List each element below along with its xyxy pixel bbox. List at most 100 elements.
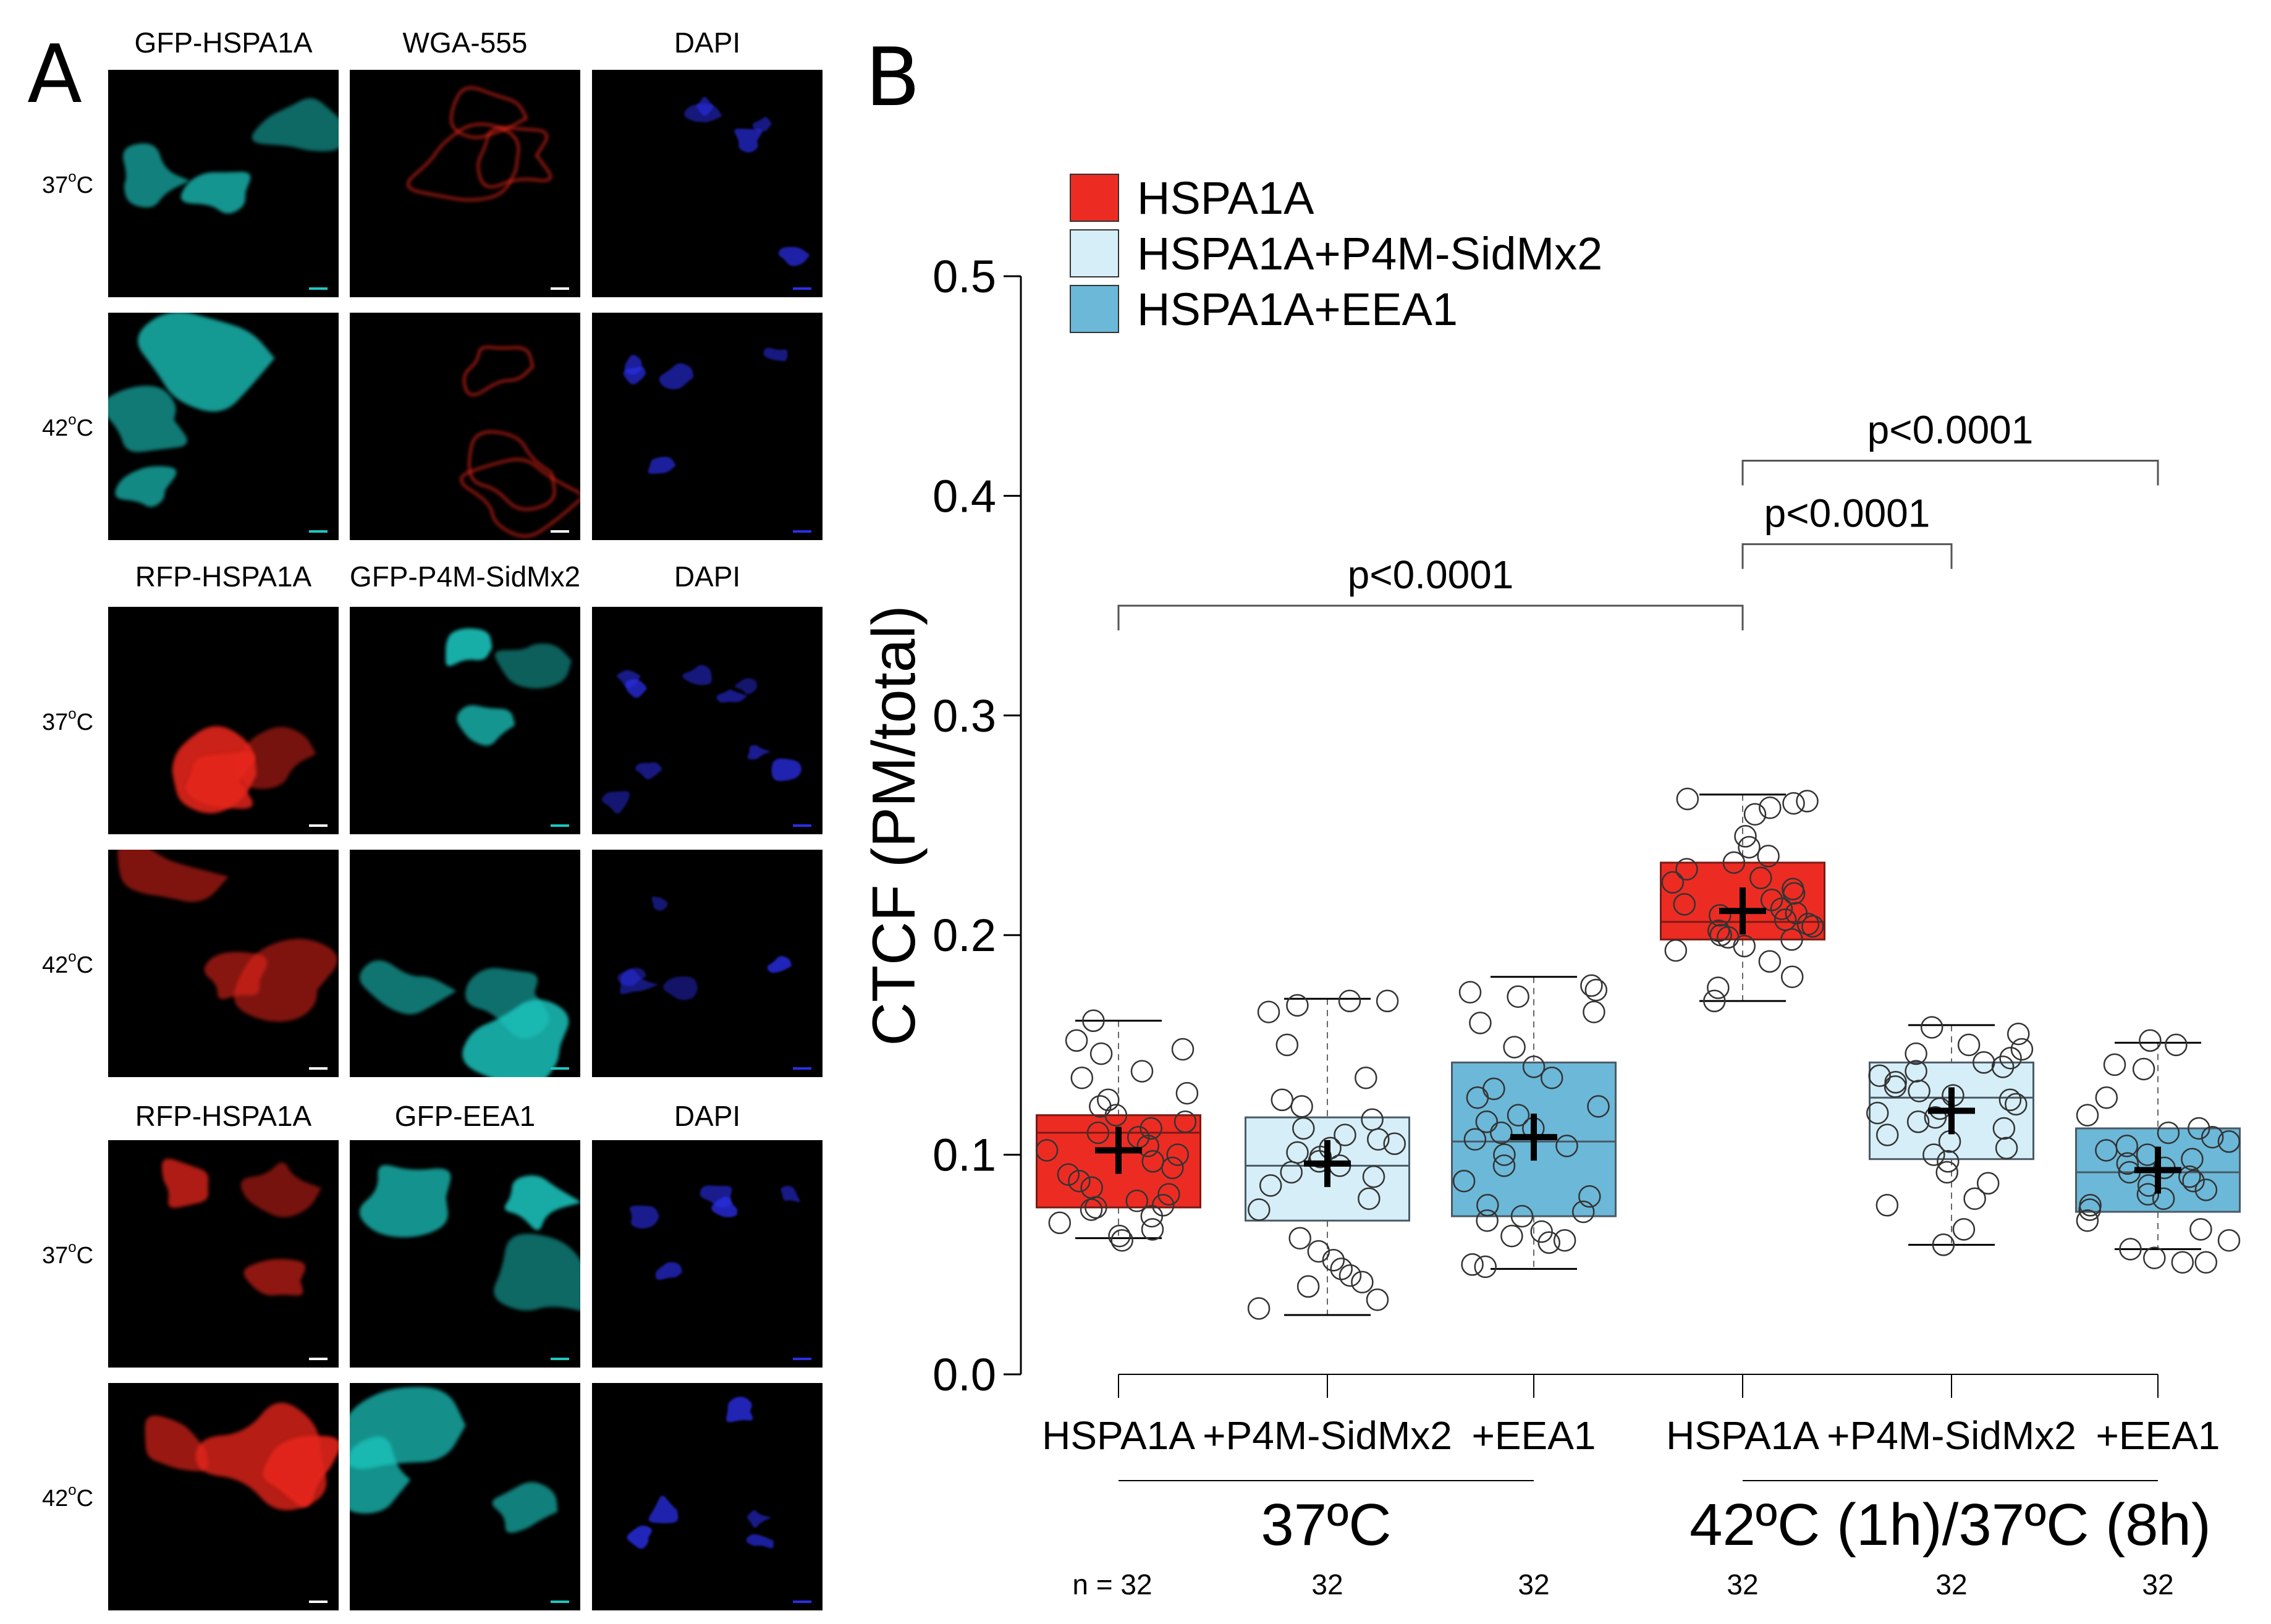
data-point [1703, 989, 1726, 1013]
scale-bar [793, 1358, 811, 1360]
data-point [1351, 1271, 1374, 1293]
data-point [1338, 989, 1361, 1013]
scale-bar [551, 1067, 569, 1070]
micrograph-image [108, 1383, 339, 1610]
sample-size-label: 32 [1311, 1568, 1343, 1601]
data-point [1469, 1012, 1492, 1034]
data-point [1474, 1255, 1497, 1279]
scale-bar [551, 824, 569, 827]
micrograph-panel: GFP-HSPA1A WGA-555 DAPI 37oC 42oC RFP-HSPA1A G… [0, 0, 840, 1624]
data-point [1584, 978, 1608, 1002]
data-point [1553, 1229, 1576, 1252]
data-point [1174, 1110, 1197, 1133]
temperature-unit: C [76, 709, 94, 735]
data-point [1166, 1143, 1190, 1166]
data-point [1292, 1117, 1315, 1140]
sample-size-label: 32 [1935, 1568, 1967, 1601]
y-axis-label: CTCF (PM/total) [860, 605, 928, 1046]
data-point [2076, 1104, 2099, 1127]
data-point [1175, 1081, 1199, 1105]
x-category-label: +P4M-SidMx2 [1827, 1413, 2076, 1458]
data-point [1780, 928, 1803, 951]
temperature-label: 37oC [42, 706, 94, 735]
data-point [2005, 1093, 2028, 1116]
column-label: GFP-EEA1 [394, 1100, 536, 1132]
micrograph-image [592, 1140, 823, 1368]
data-point [1048, 1211, 1072, 1235]
data-point [2189, 1218, 2212, 1241]
scale-bar [551, 287, 569, 290]
x-category-label: +EEA1 [2095, 1413, 2220, 1458]
data-point [1288, 1227, 1311, 1250]
micrograph-image [592, 850, 823, 1077]
legend-swatch [1070, 174, 1119, 222]
data-point [1976, 1172, 2000, 1195]
data-point [1068, 1169, 1091, 1193]
data-point [1780, 965, 1804, 988]
data-point [1108, 1224, 1131, 1248]
ctcf-box-chart: 0.0 0.1 0.2 0.3 0.4 0.5 CTCF (PM/total) HSPA1A +… [840, 0, 2271, 1624]
scale-bar [309, 824, 328, 827]
data-point [2136, 1183, 2160, 1206]
temperature-label: 37oC [42, 169, 93, 198]
scale-bar [793, 530, 811, 533]
data-point [1080, 1198, 1103, 1221]
data-point [1358, 1187, 1381, 1210]
temperature-label: 42oC [42, 950, 94, 978]
significance-label: p<0.0001 [1764, 491, 1931, 536]
column-label: GFP-P4M-SidMx2 [349, 560, 581, 593]
data-point [1578, 1185, 1601, 1208]
data-point [2143, 1246, 2166, 1269]
data-point [1334, 1123, 1356, 1146]
data-point [1757, 845, 1780, 868]
data-point [1280, 1161, 1303, 1184]
degree-mark: o [68, 706, 77, 722]
data-point [1452, 1169, 1476, 1193]
scale-bar [551, 530, 569, 533]
y-tick-label: 0.2 [933, 910, 996, 961]
temperature-unit: C [76, 952, 94, 978]
significance-bracket [1741, 460, 2159, 486]
condition-group-label: 37ºC [1261, 1492, 1391, 1558]
data-point [1905, 1042, 1927, 1065]
data-point [1782, 882, 1806, 905]
column-label: DAPI [674, 1100, 741, 1132]
data-point [1973, 1051, 1995, 1074]
data-point [1330, 1258, 1353, 1280]
data-point [1759, 796, 1782, 819]
data-point [1580, 974, 1603, 997]
significance-label: p<0.0001 [1867, 408, 2034, 452]
data-point [1466, 1086, 1489, 1109]
data-point [1707, 976, 1730, 999]
data-point [2171, 1251, 2194, 1274]
data-point [1992, 1117, 2016, 1140]
data-point [1362, 1165, 1385, 1188]
data-point [1104, 1104, 1128, 1127]
degree-mark: o [68, 169, 77, 185]
data-point [1758, 950, 1782, 973]
significance-label: p<0.0001 [1348, 552, 1514, 597]
significance-bracket [1741, 543, 1953, 569]
data-point [2201, 1125, 2224, 1149]
sample-size-label: 32 [1518, 1568, 1549, 1601]
micrograph-image [350, 70, 580, 297]
data-point [2076, 1209, 2099, 1232]
data-point [1157, 1183, 1180, 1206]
data-point [1296, 1275, 1320, 1298]
data-point [1376, 989, 1399, 1013]
data-point [1952, 1218, 1976, 1241]
data-point [1998, 1088, 2022, 1112]
data-point [2007, 1022, 2030, 1046]
micrograph-image [350, 850, 580, 1077]
data-point [1366, 1288, 1389, 1311]
data-point [2165, 1033, 2188, 1057]
micrograph-image [592, 607, 823, 834]
data-point [1458, 981, 1482, 1004]
data-point [2157, 1121, 2180, 1144]
degree-mark: o [68, 412, 77, 428]
data-point [1675, 858, 1698, 881]
data-point [1125, 1189, 1149, 1212]
data-point [1500, 1224, 1523, 1248]
data-point [1275, 1033, 1299, 1057]
data-point [1743, 803, 1767, 826]
